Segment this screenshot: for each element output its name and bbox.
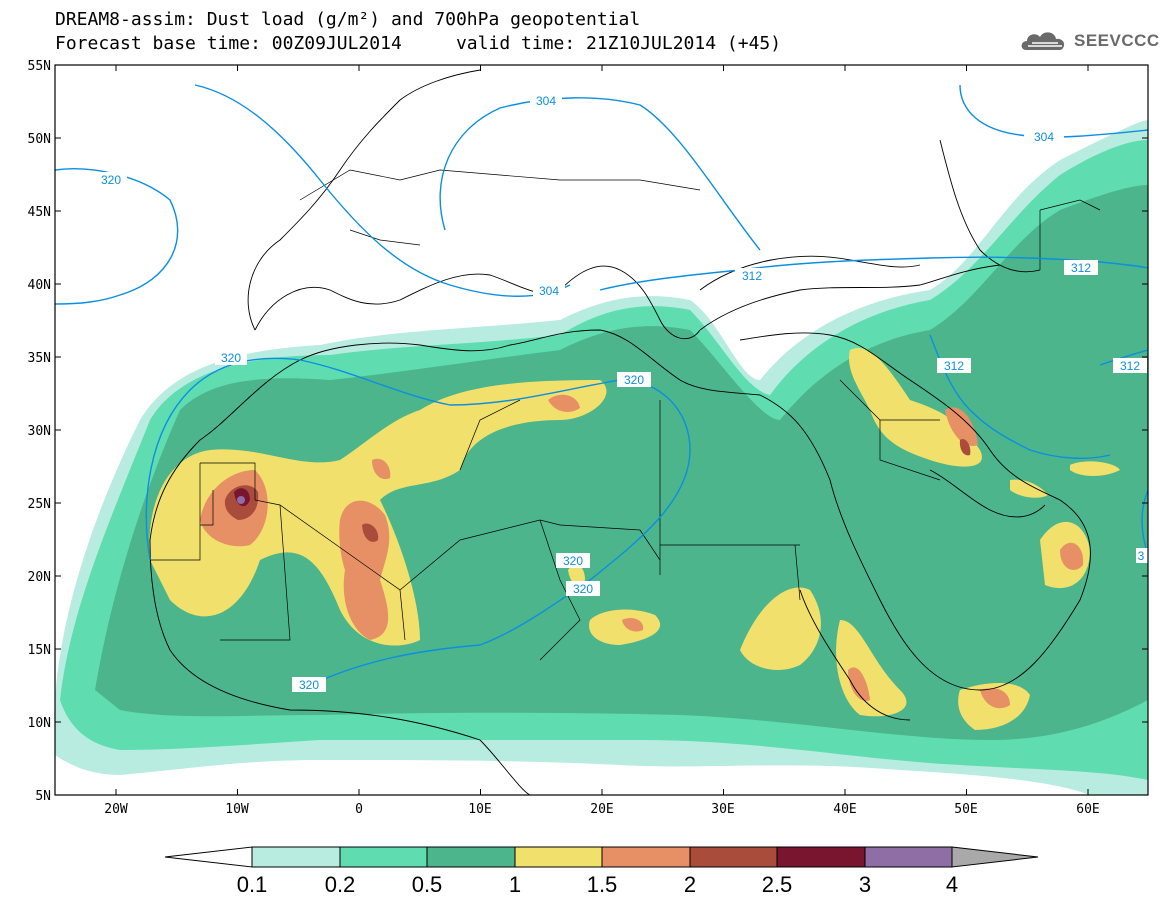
colorbar-bin (514, 846, 603, 868)
colorbar-low-arrow (164, 846, 253, 868)
lat-label: 25N (28, 497, 51, 512)
contour-label: 304 (536, 94, 556, 108)
colorbar-bin (426, 846, 516, 868)
contour-labels: 304 304 304 320 320 320 320 320 320 312 … (95, 93, 1148, 692)
colorbar-bin (339, 846, 428, 868)
colorbar-bin (251, 846, 341, 868)
dust-field (55, 120, 1148, 795)
lon-label: 20W (104, 802, 128, 817)
colorbar-label: 0.5 (412, 872, 443, 897)
contour-label: 320 (563, 554, 583, 568)
dust-level-3 (237, 496, 245, 504)
colorbar-label: 0.2 (325, 872, 356, 897)
latitude-axis: 55N 50N 45N 40N 35N 30N 25N 20N 15N 10N … (28, 59, 51, 804)
contour-label: 320 (624, 373, 644, 387)
country-borders (150, 169, 1101, 661)
logo-text: SEEVCCC (1074, 31, 1160, 50)
lon-label: 30E (711, 802, 734, 817)
colorbar (164, 846, 1039, 868)
lon-label: 40E (833, 802, 856, 817)
contour-label: 320 (573, 582, 593, 596)
contour-label: 312 (944, 359, 964, 373)
lon-label: 20E (590, 802, 613, 817)
lon-label: 50E (954, 802, 977, 817)
colorbar-label: 1.5 (587, 872, 618, 897)
colorbar-bin (776, 846, 866, 868)
colorbar-label: 1 (509, 872, 521, 897)
colorbar-label: 3 (859, 872, 871, 897)
axis-ticks (55, 64, 1148, 796)
map-title: DREAM8-assim: Dust load (g/m²) and 700hP… (55, 9, 641, 30)
colorbar-bin (689, 846, 778, 868)
lat-label: 20N (28, 570, 51, 585)
seevccc-logo: SEEVCCC (1018, 26, 1160, 56)
lon-label: 60E (1076, 802, 1099, 817)
colorbar-labels: 0.1 0.2 0.5 1 1.5 2 2.5 3 4 (237, 872, 958, 897)
colorbar-label: 2.5 (762, 872, 793, 897)
contour-label: 320 (101, 173, 121, 187)
lon-label: 10E (468, 802, 491, 817)
lat-label: 40N (28, 278, 51, 293)
lat-label: 50N (28, 132, 51, 147)
forecast-times: Forecast base time: 00Z09JUL2014 valid t… (55, 33, 782, 54)
colorbar-bin (864, 846, 953, 868)
colorbar-label: 2 (684, 872, 696, 897)
lat-label: 15N (28, 643, 51, 658)
contour-label: 312 (742, 269, 762, 283)
lat-label: 30N (28, 424, 51, 439)
contour-label: 3 (1138, 549, 1145, 563)
lat-label: 5N (35, 789, 51, 804)
lat-label: 45N (28, 205, 51, 220)
contour-label: 304 (539, 284, 559, 298)
contour-label: 320 (299, 678, 319, 692)
colorbar-bin (601, 846, 691, 868)
lat-label: 35N (28, 351, 51, 366)
cloud-icon (1021, 32, 1065, 50)
lat-label: 10N (28, 716, 51, 731)
longitude-axis: 20W 10W 0 10E 20E 30E 40E 50E 60E (104, 802, 1099, 817)
contour-label: 312 (1071, 261, 1091, 275)
lat-label: 55N (28, 59, 51, 74)
contour-label: 304 (1034, 130, 1054, 144)
contour-label: 320 (221, 351, 241, 365)
colorbar-label: 4 (946, 872, 958, 897)
colorbar-label: 0.1 (237, 872, 268, 897)
lon-label: 10W (225, 802, 249, 817)
contour-label: 312 (1120, 359, 1140, 373)
colorbar-high-arrow (951, 846, 1039, 868)
lon-label: 0 (355, 802, 363, 817)
